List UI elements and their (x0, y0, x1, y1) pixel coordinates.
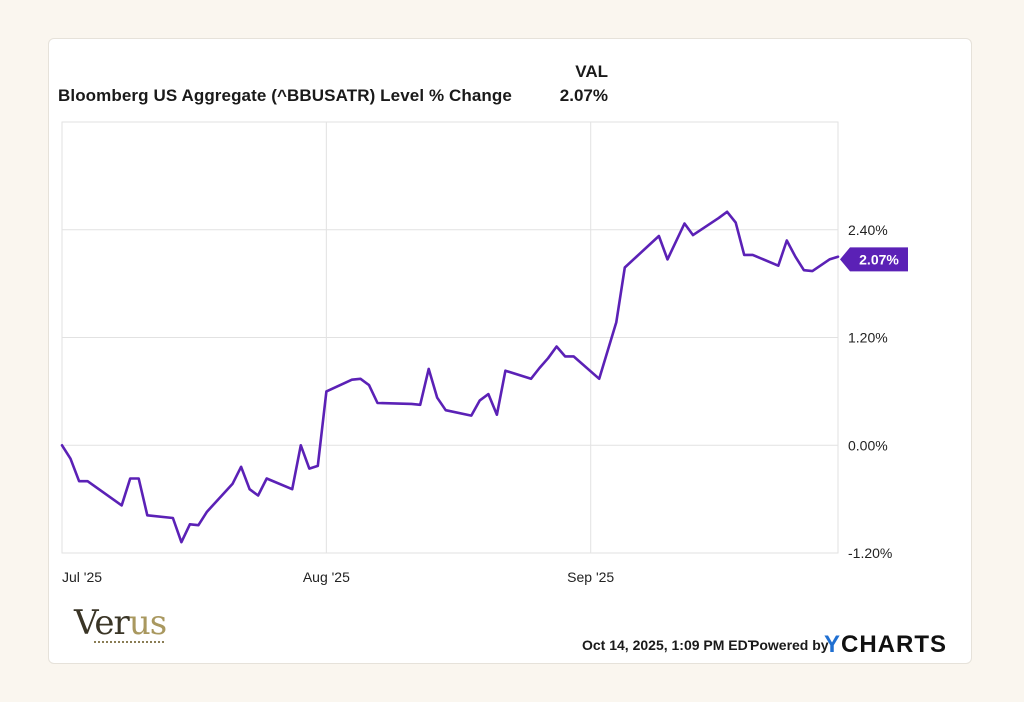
verus-logo-tagline (94, 641, 164, 646)
ycharts-logo[interactable]: YCHARTS (824, 631, 948, 658)
series-layer (60, 210, 840, 544)
x-tick-label: Aug '25 (303, 569, 350, 585)
current-value-badge: 2.07% (840, 247, 908, 272)
current-value-label: 2.07% (859, 251, 899, 267)
y-tick-label: 0.00% (848, 437, 888, 453)
y-tick-label: 1.20% (848, 330, 888, 346)
current-value-badge-shape (840, 247, 908, 272)
verus-logo: Verus (74, 603, 167, 643)
grid (61, 121, 839, 554)
footer-powered-by: Powered by (750, 637, 829, 653)
chart-card (48, 38, 972, 664)
legend-value-header: VAL (575, 62, 608, 81)
footer-timestamp: Oct 14, 2025, 1:09 PM EDT (582, 637, 757, 653)
legend-value: 2.07% (559, 86, 608, 105)
x-tick-label: Jul '25 (62, 569, 102, 585)
y-tick-label: -1.20% (848, 545, 892, 561)
y-tick-label: 2.40% (848, 222, 888, 238)
legend-series-name: Bloomberg US Aggregate (^BBUSATR) Level … (58, 86, 512, 105)
x-tick-label: Sep '25 (567, 569, 614, 585)
series-line (60, 210, 840, 544)
axes: 2.40% 1.20% 0.00% -1.20% Jul '25 Aug '25 Sep '… (62, 222, 892, 585)
